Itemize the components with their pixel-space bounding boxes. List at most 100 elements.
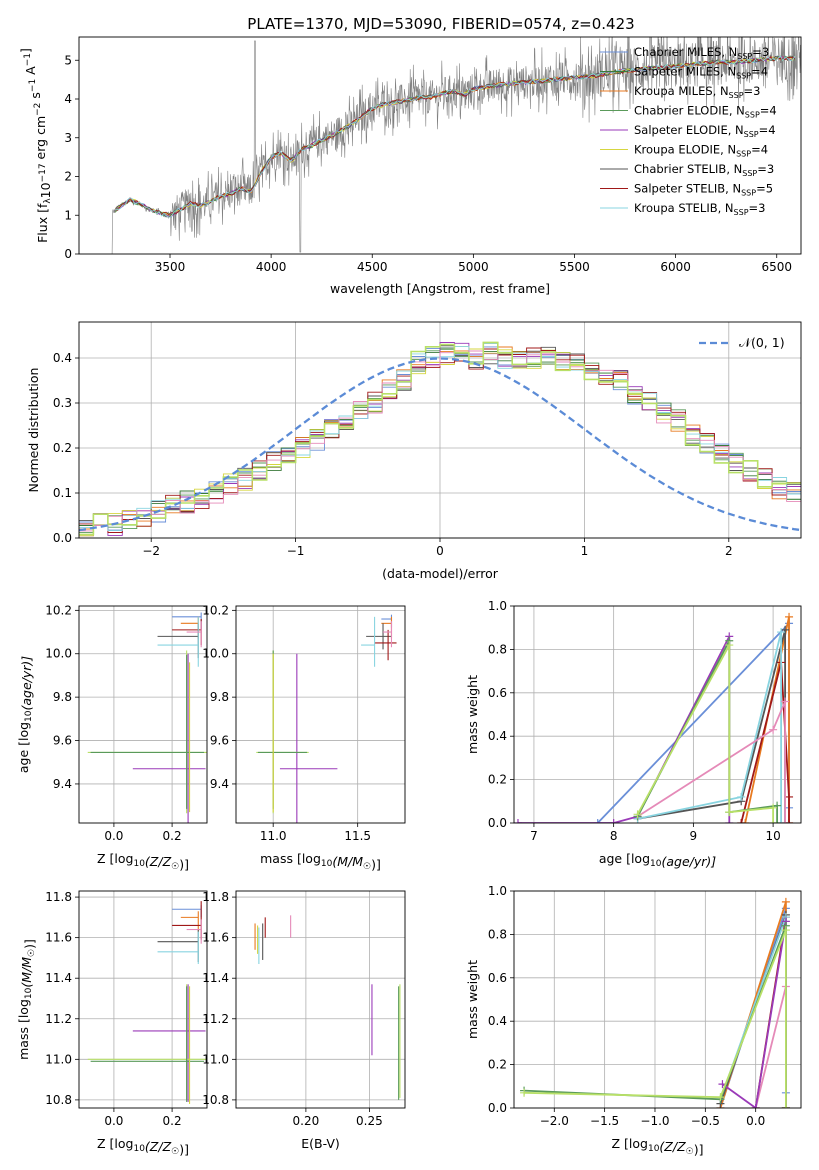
legend-name: Kroupa ELODIE, N [634,143,736,157]
x-tick-label: 11.5 [344,829,371,843]
label-part: ] [18,48,33,53]
legend-entry: Salpeter STELIB, NSSP=5 [634,182,773,198]
y-tick-label: 0.2 [488,1058,507,1072]
error-bar-point [157,931,199,965]
legend-name: Chabrier MILES, N [634,45,737,59]
y-axis-label: Flux [fλ10−17 erg cm−2 s−1 A−1] [18,48,53,243]
label-part: E(B-V) [301,1136,340,1151]
y-tick-label: 1.0 [488,599,507,613]
x-tick-label: 1 [581,544,589,558]
y-tick-label: 0.3 [53,396,72,410]
mass-weight-marker [741,819,750,823]
axes-frame [78,321,802,539]
label-part: mass [log [16,999,31,1060]
mass-weight-marker [609,819,618,823]
label-part: 10 [24,710,34,722]
mass-weight-marker [751,1104,760,1108]
y-tick-label: 11.0 [45,1052,72,1066]
x-tick-label: 6500 [761,260,792,274]
mass-weight-marker [514,819,522,823]
legend-entry: Chabrier MILES, NSSP=3 [634,45,769,61]
error-bar-point [172,901,202,940]
axes-frame [235,890,406,1109]
label-part: Z [log [97,1136,133,1151]
y-tick-label: 9.8 [53,690,72,704]
mass-weight-marker [769,803,778,812]
mass-weight-marker [769,725,778,734]
x-tick-label: 8 [610,829,618,843]
label-part: 10 [24,987,34,999]
y-tick-label: 5 [64,53,72,67]
axes-frame [78,605,208,824]
mass-weight-line [637,629,786,823]
y-tick-label: 9.6 [53,734,72,748]
mass-weight-line [754,986,787,1108]
legend-tail: =3 [744,84,761,98]
label-part: 10 [133,859,145,869]
mass-weight-marker [781,926,790,935]
y-tick-label: 0.1 [53,486,72,500]
x-axis-label: age [log10(age/yr)] [599,851,716,869]
y-axis-label: mass weight [465,675,480,754]
legend-sub: SSP [737,52,752,61]
histogram-step [79,350,801,532]
mass-weight-marker [737,792,746,801]
x-tick-label: 0.0 [104,829,123,843]
x-tick-label: −1.5 [590,1114,619,1128]
x-tick-label: 3500 [155,260,186,274]
legend-sub: SSP [734,208,749,217]
axes-frame [513,890,802,1109]
error-bar-point [90,986,205,1102]
legend-name: Salpeter ELODIE, N [634,123,744,137]
massweight-vs-Z-panel: −2.0 −1.5 −1.0 −0.5 0.0 0.0 0.2 0.4 0.6 0.8 1.0 Z [… [465,884,802,1157]
x-tick-label: 10 [765,829,780,843]
y-axis-label: mass [log10(M/M☉)] [16,939,37,1060]
mass-weight-line [637,631,782,823]
label-part: 10 [648,1144,660,1154]
label-part: ☉ [27,949,37,957]
legend-tail: =4 [751,143,768,157]
x-axis-label: Z [log10(Z/Z☉)] [612,1136,704,1157]
label-part: Z [log [612,1136,648,1151]
mass-weight-marker [769,819,778,823]
y-tick-label: 0.4 [488,1014,507,1028]
label-part: erg cm [33,116,48,164]
y-tick-label: 0.8 [488,927,507,941]
mass-weight-marker [781,697,790,706]
x-tick-label: 0.25 [356,1114,383,1128]
x-tick-label: 4000 [256,260,287,274]
x-axis-label: Z [log10(Z/Z☉)] [97,851,189,872]
mass-weight-marker [725,808,734,817]
label-part: (Z/Z [659,1139,686,1154]
legend-name: Chabrier ELODIE, N [634,104,745,118]
x-tick-label: 5000 [458,260,489,274]
legend-tail: =3 [752,45,769,59]
y-axis-label: age [log10(age/yr)] [16,656,34,773]
mass-weight-marker [716,1093,725,1102]
legend-tail: =4 [751,65,768,79]
legend-sub: SSP [736,72,751,81]
legend-entry: Chabrier ELODIE, NSSP=4 [634,104,777,120]
error-bar-point [383,621,393,648]
age-vs-Z-panel: 0.0 0.29.49.69.810.010.2Z [log10(Z/Z☉)]ag… [16,603,208,872]
mass-weight-line [524,929,787,1108]
error-bar-point [132,653,206,823]
error-bar-point [157,929,199,962]
legend-entry: Kroupa STELIB, NSSP=3 [634,201,765,217]
age-vs-mass-panel: 11.0 11.5 9.4 9.6 9.8 10.0 10.2 mass [log10(M/M… [202,603,406,872]
mass-weight-line [636,644,774,823]
y-tick-label: 9.4 [53,777,72,791]
x-tick-label: 0.2 [163,829,182,843]
legend-tail: =3 [757,162,774,176]
axes-frame [513,605,802,824]
legend-sub: SSP [745,111,760,120]
mass-weight-marker [725,819,734,823]
residuals-panel: −2 −1 0 1 2 0.0 0.1 0.2 0.3 0.4 𝒩(0, 1) (data-model… [26,321,802,581]
error-bar-point [366,623,392,650]
legend-sub: SSP [744,130,759,139]
label-part: A [23,66,38,79]
label-part: 10 [321,859,333,869]
x-tick-label: 11.0 [260,829,287,843]
